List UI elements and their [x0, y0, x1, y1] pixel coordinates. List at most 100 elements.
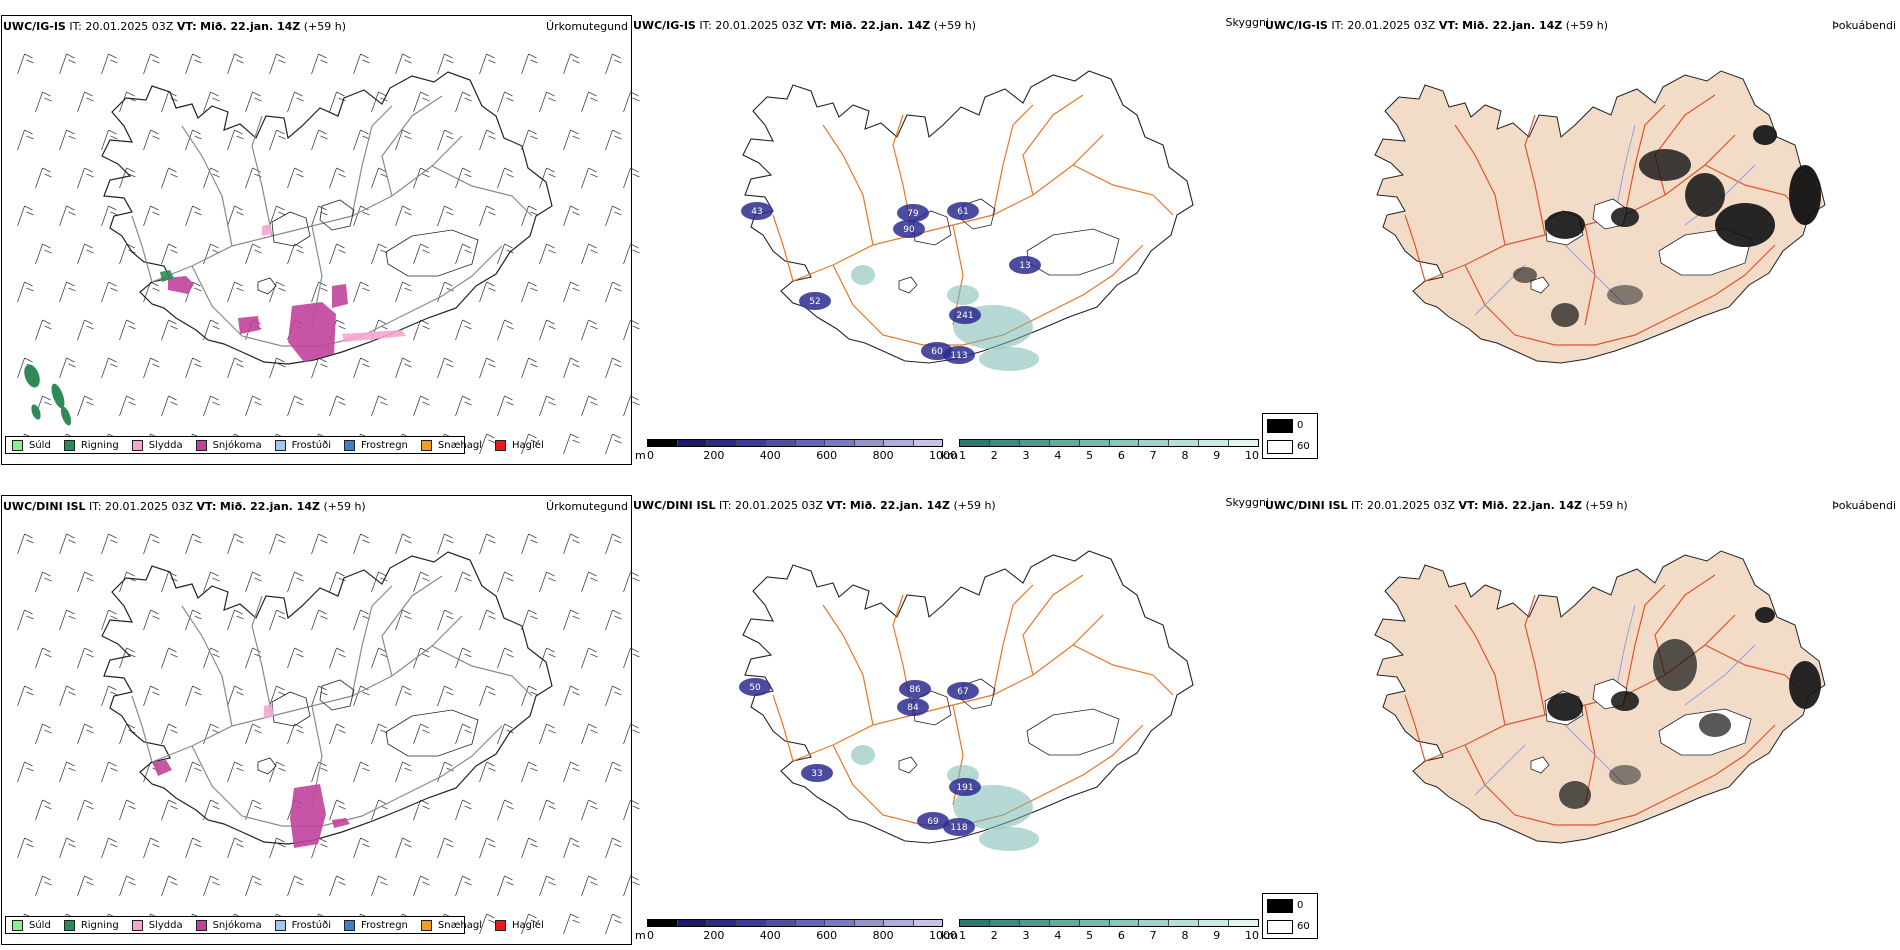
- colorbar-tick: 1000: [929, 929, 957, 942]
- legend-item: Slydda: [131, 919, 183, 931]
- it-label: IT:: [699, 19, 712, 32]
- cloud-base-label: 50: [749, 683, 761, 693]
- colorbar-tick: 10: [1245, 929, 1259, 942]
- fog-legend-label: 0: [1297, 420, 1304, 431]
- legend-swatch: [195, 439, 207, 451]
- legend-label: Súld: [29, 439, 51, 451]
- cloud-base-label: 69: [927, 817, 939, 827]
- legend-swatch: [344, 919, 355, 931]
- legend-swatch: [344, 439, 355, 451]
- panel-title: Þokuábendi: [1832, 499, 1896, 512]
- model-name: UWC/IG-IS: [1265, 19, 1328, 32]
- colorbar-tick: 2: [990, 929, 998, 942]
- legend-item: Snæhagl: [420, 919, 483, 931]
- legend-swatch: [12, 439, 23, 451]
- fog-legend-swatch: [1267, 899, 1293, 913]
- colorbar-tick: 7: [1149, 929, 1157, 942]
- cloud-base-label: 52: [809, 297, 820, 307]
- visibility-panel: UWC/DINI ISL IT: 20.01.2025 03Z VT: Mið.…: [633, 495, 1269, 945]
- colorbar-strip: [959, 439, 1259, 447]
- lead-time: (+59 h): [323, 500, 366, 513]
- it-label: IT:: [719, 499, 732, 512]
- colorbar-tick: 4: [1054, 449, 1062, 462]
- vt-label: VT:: [1458, 499, 1479, 512]
- legend-swatch: [495, 919, 507, 931]
- forecast-row: UWC/DINI ISL IT: 20.01.2025 03Z VT: Mið.…: [0, 480, 1900, 950]
- panel-title: Þokuábendi: [1832, 19, 1896, 32]
- colorbar-tick: 8: [1181, 929, 1189, 942]
- legend-item: Frostúði: [274, 919, 331, 931]
- legend-label: Slydda: [148, 439, 183, 451]
- colorbar-tick: 1000: [929, 449, 957, 462]
- iceland-map: [1374, 70, 1826, 364]
- vt-label: VT:: [1438, 19, 1459, 32]
- legend-label: Haglél: [512, 919, 544, 931]
- legend-label: Frostregn: [361, 919, 408, 931]
- fog-legend: 0 60: [1262, 893, 1318, 939]
- fog-index-panel: UWC/IG-IS IT: 20.01.2025 03Z VT: Mið. 22…: [1262, 15, 1900, 465]
- colorbar-tick: 3: [1022, 449, 1030, 462]
- panel-header: UWC/IG-IS IT: 20.01.2025 03Z VT: Mið. 22…: [3, 20, 346, 33]
- legend-label: Rigning: [80, 919, 119, 931]
- iceland-map: [17, 533, 640, 935]
- legend-item: Snæhagl: [420, 439, 482, 451]
- precip-legend: Súld Rigning Slydda Snjókoma Frostúði Frostre…: [5, 436, 544, 454]
- colorbar-tick: 600: [816, 449, 838, 462]
- colorbar-tick: 0: [647, 929, 654, 942]
- iceland-map: 86 67 84 50 33 191 69 118: [739, 550, 1194, 851]
- colorbar-tick: 7: [1149, 449, 1157, 462]
- colorbar-tick: 9: [1213, 449, 1221, 462]
- legend-label: Snjókoma: [212, 439, 262, 451]
- forecast-row: UWC/IG-IS IT: 20.01.2025 03Z VT: Mið. 22…: [0, 0, 1900, 470]
- vt-label: VT:: [826, 499, 847, 512]
- it-label: IT:: [69, 20, 82, 33]
- cloud-base-label: 60: [931, 347, 943, 357]
- panel-title: Úrkomutegund: [546, 20, 628, 33]
- legend-item: Frostregn: [344, 439, 408, 451]
- colorbar-tick: 8: [1181, 449, 1189, 462]
- lead-time: (+59 h): [1585, 499, 1628, 512]
- it-value: 20.01.2025 03Z: [1347, 19, 1436, 32]
- cloud-base-label: 61: [957, 207, 968, 217]
- cloud-base-label: 67: [957, 687, 968, 697]
- legend-label: Snjókoma: [212, 919, 262, 931]
- precip-legend: Súld Rigning Slydda Snjókoma Frostúði Frostre…: [5, 916, 544, 934]
- vt-value: Mið. 22.jan. 14Z: [219, 500, 320, 513]
- legend-swatch: [495, 439, 507, 451]
- fog-legend-label: 60: [1297, 441, 1310, 452]
- colorbar-unit: m: [635, 929, 646, 942]
- colorbar-tick: 200: [703, 929, 725, 942]
- precip-type-panel: UWC/IG-IS IT: 20.01.2025 03Z VT: Mið. 22…: [1, 15, 640, 465]
- colorbar-unit: km: [941, 929, 959, 942]
- height-colorbar: m 0 200 400 600 800 1000: [635, 917, 957, 945]
- lead-time: (+59 h): [303, 20, 347, 33]
- legend-label: Frostúði: [291, 919, 331, 931]
- legend-swatch: [195, 919, 207, 931]
- fog-index-panel: UWC/DINI ISL IT: 20.01.2025 03Z VT: Mið.…: [1262, 495, 1900, 945]
- it-label: IT:: [1351, 499, 1364, 512]
- it-value: 20.01.2025 03Z: [105, 500, 194, 513]
- cloud-base-label: 13: [1019, 261, 1030, 271]
- legend-item: Slydda: [131, 439, 183, 451]
- cloud-base-label: 241: [956, 311, 973, 321]
- cloud-base-label: 86: [909, 685, 921, 695]
- wind-barbs: [17, 533, 640, 935]
- fog-legend-swatch: [1267, 920, 1293, 934]
- legend-label: Slydda: [148, 919, 183, 931]
- wind-barbs: [17, 53, 640, 455]
- colorbar-strip: [647, 919, 943, 927]
- lead-time: (+59 h): [933, 19, 977, 32]
- vt-label: VT:: [806, 19, 827, 32]
- legend-item: Súld: [12, 919, 51, 931]
- legend-swatch: [131, 919, 143, 931]
- colorbar-strip: [959, 919, 1259, 927]
- legend-swatch: [274, 439, 286, 451]
- legend-label: Snæhagl: [437, 919, 483, 931]
- cloud-base-label: 33: [811, 769, 822, 779]
- visibility-colorbar: km 1 2 3 4 5 6 7 8 9 10: [941, 437, 1261, 465]
- visibility-colorbar: km 1 2 3 4 5 6 7 8 9 10: [941, 917, 1261, 945]
- legend-label: Haglél: [512, 439, 544, 451]
- panel-header: UWC/DINI ISL IT: 20.01.2025 03Z VT: Mið.…: [3, 500, 366, 513]
- colorbar-unit: km: [941, 449, 959, 462]
- panel-title: Skyggni: [1225, 16, 1269, 29]
